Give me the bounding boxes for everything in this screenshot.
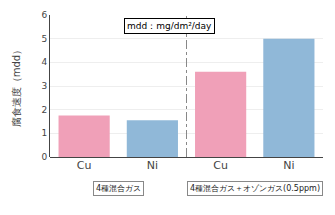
- svg-text:4種混合ガス: 4種混合ガス: [96, 184, 141, 193]
- svg-text:4種混合ガス＋オゾンガス(0.5ppm): 4種混合ガス＋オゾンガス(0.5ppm): [190, 184, 320, 193]
- svg-text:4: 4: [41, 57, 47, 67]
- svg-text:Ni: Ni: [147, 159, 158, 172]
- svg-text:Ni: Ni: [283, 159, 294, 172]
- svg-text:腐食速度（mdd）: 腐食速度（mdd）: [11, 45, 22, 127]
- svg-text:2: 2: [41, 105, 47, 115]
- svg-text:3: 3: [41, 81, 47, 91]
- svg-text:1: 1: [41, 128, 47, 138]
- svg-text:5: 5: [41, 34, 47, 44]
- svg-text:Cu: Cu: [77, 159, 92, 172]
- svg-text:6: 6: [41, 10, 47, 20]
- svg-text:0: 0: [41, 152, 47, 162]
- svg-text:mdd：mg/dm²/day: mdd：mg/dm²/day: [127, 21, 212, 31]
- svg-text:Cu: Cu: [213, 159, 228, 172]
